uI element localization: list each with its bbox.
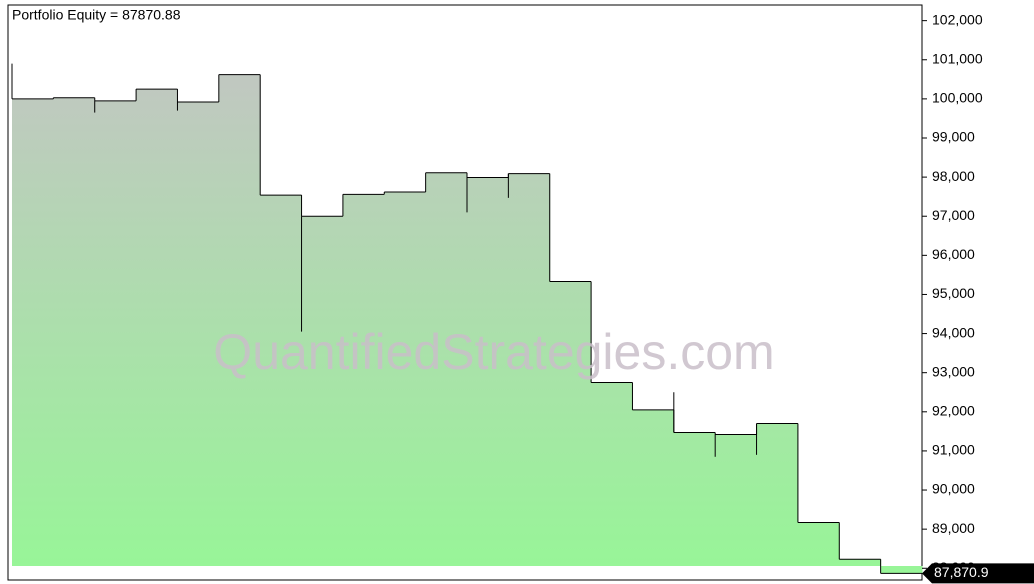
equity-area bbox=[549, 281, 592, 566]
y-tick-label: 97,000 bbox=[932, 207, 975, 223]
equity-area bbox=[839, 559, 882, 566]
equity-area bbox=[301, 216, 344, 566]
equity-area bbox=[177, 102, 220, 566]
equity-area bbox=[880, 566, 923, 574]
y-tick-label: 94,000 bbox=[932, 324, 975, 340]
y-tick-label: 89,000 bbox=[932, 520, 975, 536]
equity-area bbox=[53, 97, 96, 567]
equity-area bbox=[260, 195, 303, 566]
equity-area bbox=[12, 98, 54, 566]
y-tick-label: 101,000 bbox=[932, 50, 983, 66]
equity-area bbox=[715, 434, 758, 566]
equity-area bbox=[384, 191, 427, 567]
equity-area bbox=[136, 89, 178, 567]
equity-area bbox=[218, 74, 261, 566]
equity-area bbox=[591, 382, 633, 566]
equity-area bbox=[756, 423, 799, 566]
equity-area bbox=[425, 172, 468, 566]
watermark: QuantifiedStrategies.com bbox=[213, 324, 774, 380]
last-value-label: 87,870.9 bbox=[934, 564, 989, 580]
y-tick-label: 99,000 bbox=[932, 129, 975, 145]
equity-area bbox=[797, 522, 840, 566]
y-tick-label: 93,000 bbox=[932, 363, 975, 379]
chart-title: Portfolio Equity = 87870.88 bbox=[12, 7, 181, 23]
y-tick-label: 98,000 bbox=[932, 168, 975, 184]
equity-area bbox=[673, 432, 716, 566]
equity-area bbox=[508, 173, 551, 566]
last-value-marker bbox=[922, 563, 1034, 584]
equity-area bbox=[94, 100, 137, 566]
equity-area bbox=[467, 177, 509, 566]
y-tick-label: 91,000 bbox=[932, 442, 975, 458]
y-tick-label: 100,000 bbox=[932, 90, 983, 106]
y-tick-label: 96,000 bbox=[932, 246, 975, 262]
y-tick-label: 102,000 bbox=[932, 11, 983, 27]
y-tick-label: 92,000 bbox=[932, 403, 975, 419]
equity-area bbox=[342, 194, 385, 566]
equity-area bbox=[632, 409, 675, 566]
y-tick-label: 90,000 bbox=[932, 481, 975, 497]
y-tick-label: 95,000 bbox=[932, 285, 975, 301]
